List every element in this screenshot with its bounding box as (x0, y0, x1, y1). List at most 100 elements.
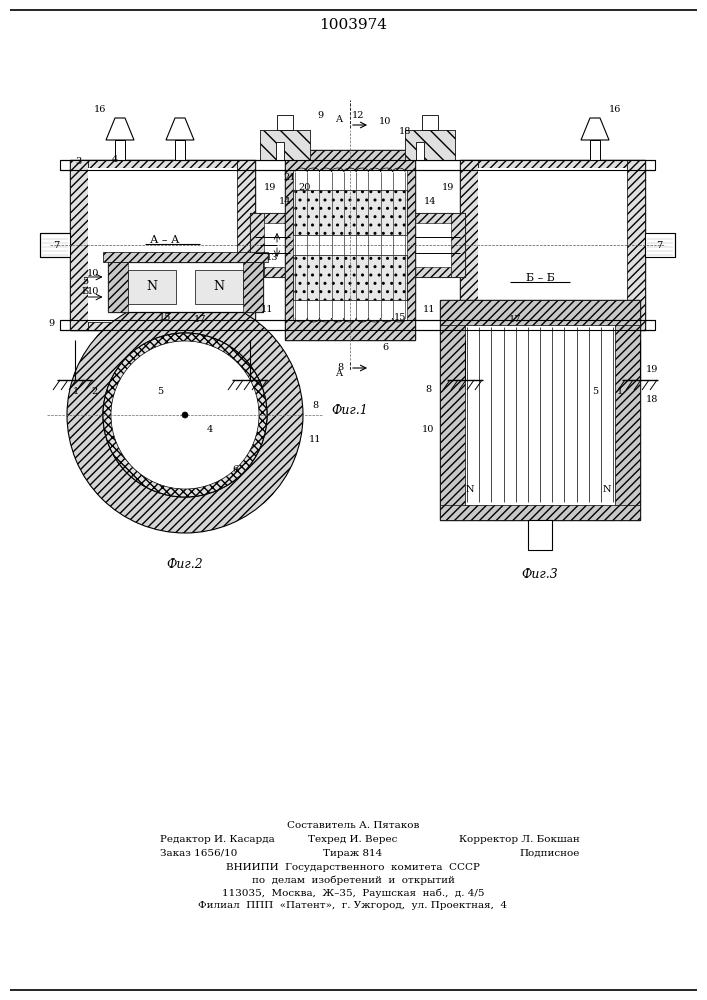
Bar (510, 340, 528, 360)
Bar (627, 160, 645, 330)
Bar (150, 340, 172, 355)
Text: ВНИИПИ  Государственного  комитета  СССР: ВНИИПИ Государственного комитета СССР (226, 862, 480, 871)
Bar (88, 168, 237, 322)
Text: 18: 18 (399, 127, 411, 136)
Bar (293, 190, 407, 235)
Bar (590, 140, 600, 160)
Bar (409, 213, 451, 223)
Text: 11: 11 (309, 436, 321, 444)
Text: Составитель А. Пятаков: Составитель А. Пятаков (287, 820, 419, 830)
Text: по  делам  изобретений  и  открытий: по делам изобретений и открытий (252, 875, 455, 885)
Text: 5: 5 (157, 387, 163, 396)
Text: 1: 1 (73, 387, 79, 396)
Bar (243, 262, 262, 312)
Bar (88, 322, 237, 330)
Text: 19: 19 (264, 182, 276, 192)
Text: 1003974: 1003974 (319, 18, 387, 32)
Text: 6: 6 (232, 466, 238, 475)
Bar (260, 130, 310, 160)
Text: 4: 4 (207, 426, 213, 434)
Text: Фиг.2: Фиг.2 (167, 558, 204, 572)
Text: N: N (146, 280, 157, 294)
Text: 4: 4 (112, 155, 118, 164)
Bar (285, 170, 293, 320)
Bar (264, 213, 306, 223)
Bar (460, 160, 478, 330)
Text: Корректор Л. Бокшан: Корректор Л. Бокшан (460, 834, 580, 844)
Text: 15: 15 (159, 314, 171, 322)
Text: 7: 7 (656, 240, 662, 249)
Text: 21: 21 (284, 172, 296, 182)
Text: Фиг.3: Фиг.3 (522, 568, 559, 582)
Text: 5: 5 (83, 277, 88, 286)
Text: А – А: А – А (151, 235, 180, 245)
Text: 16: 16 (609, 105, 621, 114)
Bar (276, 142, 284, 160)
Bar (478, 160, 627, 168)
Text: Тираж 814: Тираж 814 (323, 848, 382, 857)
Polygon shape (166, 118, 194, 140)
Bar (260, 130, 310, 160)
Bar (451, 213, 465, 277)
Bar (478, 322, 627, 330)
Bar (440, 505, 640, 520)
Bar (405, 130, 455, 160)
Circle shape (182, 412, 188, 418)
Bar (407, 170, 415, 320)
Text: 3: 3 (75, 157, 81, 166)
Text: 10: 10 (379, 117, 391, 126)
Bar (250, 213, 264, 277)
Text: 8: 8 (425, 385, 431, 394)
Bar (478, 168, 627, 322)
Bar (194, 270, 243, 304)
Bar (615, 300, 640, 520)
Text: 9: 9 (317, 110, 323, 119)
Text: N: N (466, 486, 474, 494)
Text: 11: 11 (261, 306, 273, 314)
Bar (175, 140, 185, 160)
Bar (460, 160, 645, 330)
Bar (103, 252, 267, 262)
Bar (264, 267, 306, 277)
Bar (405, 130, 455, 160)
Text: Фиг.1: Фиг.1 (332, 403, 368, 416)
Wedge shape (67, 297, 303, 533)
Text: 7: 7 (53, 240, 59, 249)
Bar (293, 255, 407, 300)
Text: N: N (213, 280, 224, 294)
Text: Редактор И. Касарда: Редактор И. Касарда (160, 834, 275, 844)
Bar (395, 213, 409, 277)
Bar (115, 140, 125, 160)
Text: 17: 17 (509, 316, 521, 324)
Circle shape (103, 333, 267, 497)
Polygon shape (106, 118, 134, 140)
Bar (440, 300, 465, 520)
Text: 6: 6 (382, 344, 388, 353)
Text: 5: 5 (592, 387, 598, 396)
Bar (395, 213, 465, 277)
Text: A: A (335, 115, 342, 124)
Bar (107, 262, 127, 312)
Text: A: A (335, 368, 342, 377)
Bar (70, 160, 88, 330)
Bar (180, 340, 198, 360)
Bar (277, 115, 293, 130)
Text: 8: 8 (337, 363, 343, 372)
Text: 20: 20 (299, 182, 311, 192)
Text: 19: 19 (645, 365, 658, 374)
Text: 12: 12 (352, 110, 364, 119)
Text: 10: 10 (422, 426, 434, 434)
Text: 11: 11 (423, 306, 436, 314)
Text: 16: 16 (94, 105, 106, 114)
Text: Заказ 1656/10: Заказ 1656/10 (160, 848, 238, 857)
Bar (285, 150, 415, 340)
Text: Филиал  ППП  «Патент»,  г. Ужгород,  ул. Проектная,  4: Филиал ППП «Патент», г. Ужгород, ул. Про… (199, 902, 508, 910)
Bar (416, 142, 424, 160)
Bar (70, 160, 255, 330)
Circle shape (111, 341, 259, 489)
Text: 8: 8 (312, 400, 318, 410)
Text: 14: 14 (279, 196, 291, 206)
Text: 13: 13 (267, 252, 279, 261)
Text: Техред И. Верес: Техред И. Верес (308, 834, 397, 844)
Bar (88, 160, 237, 168)
